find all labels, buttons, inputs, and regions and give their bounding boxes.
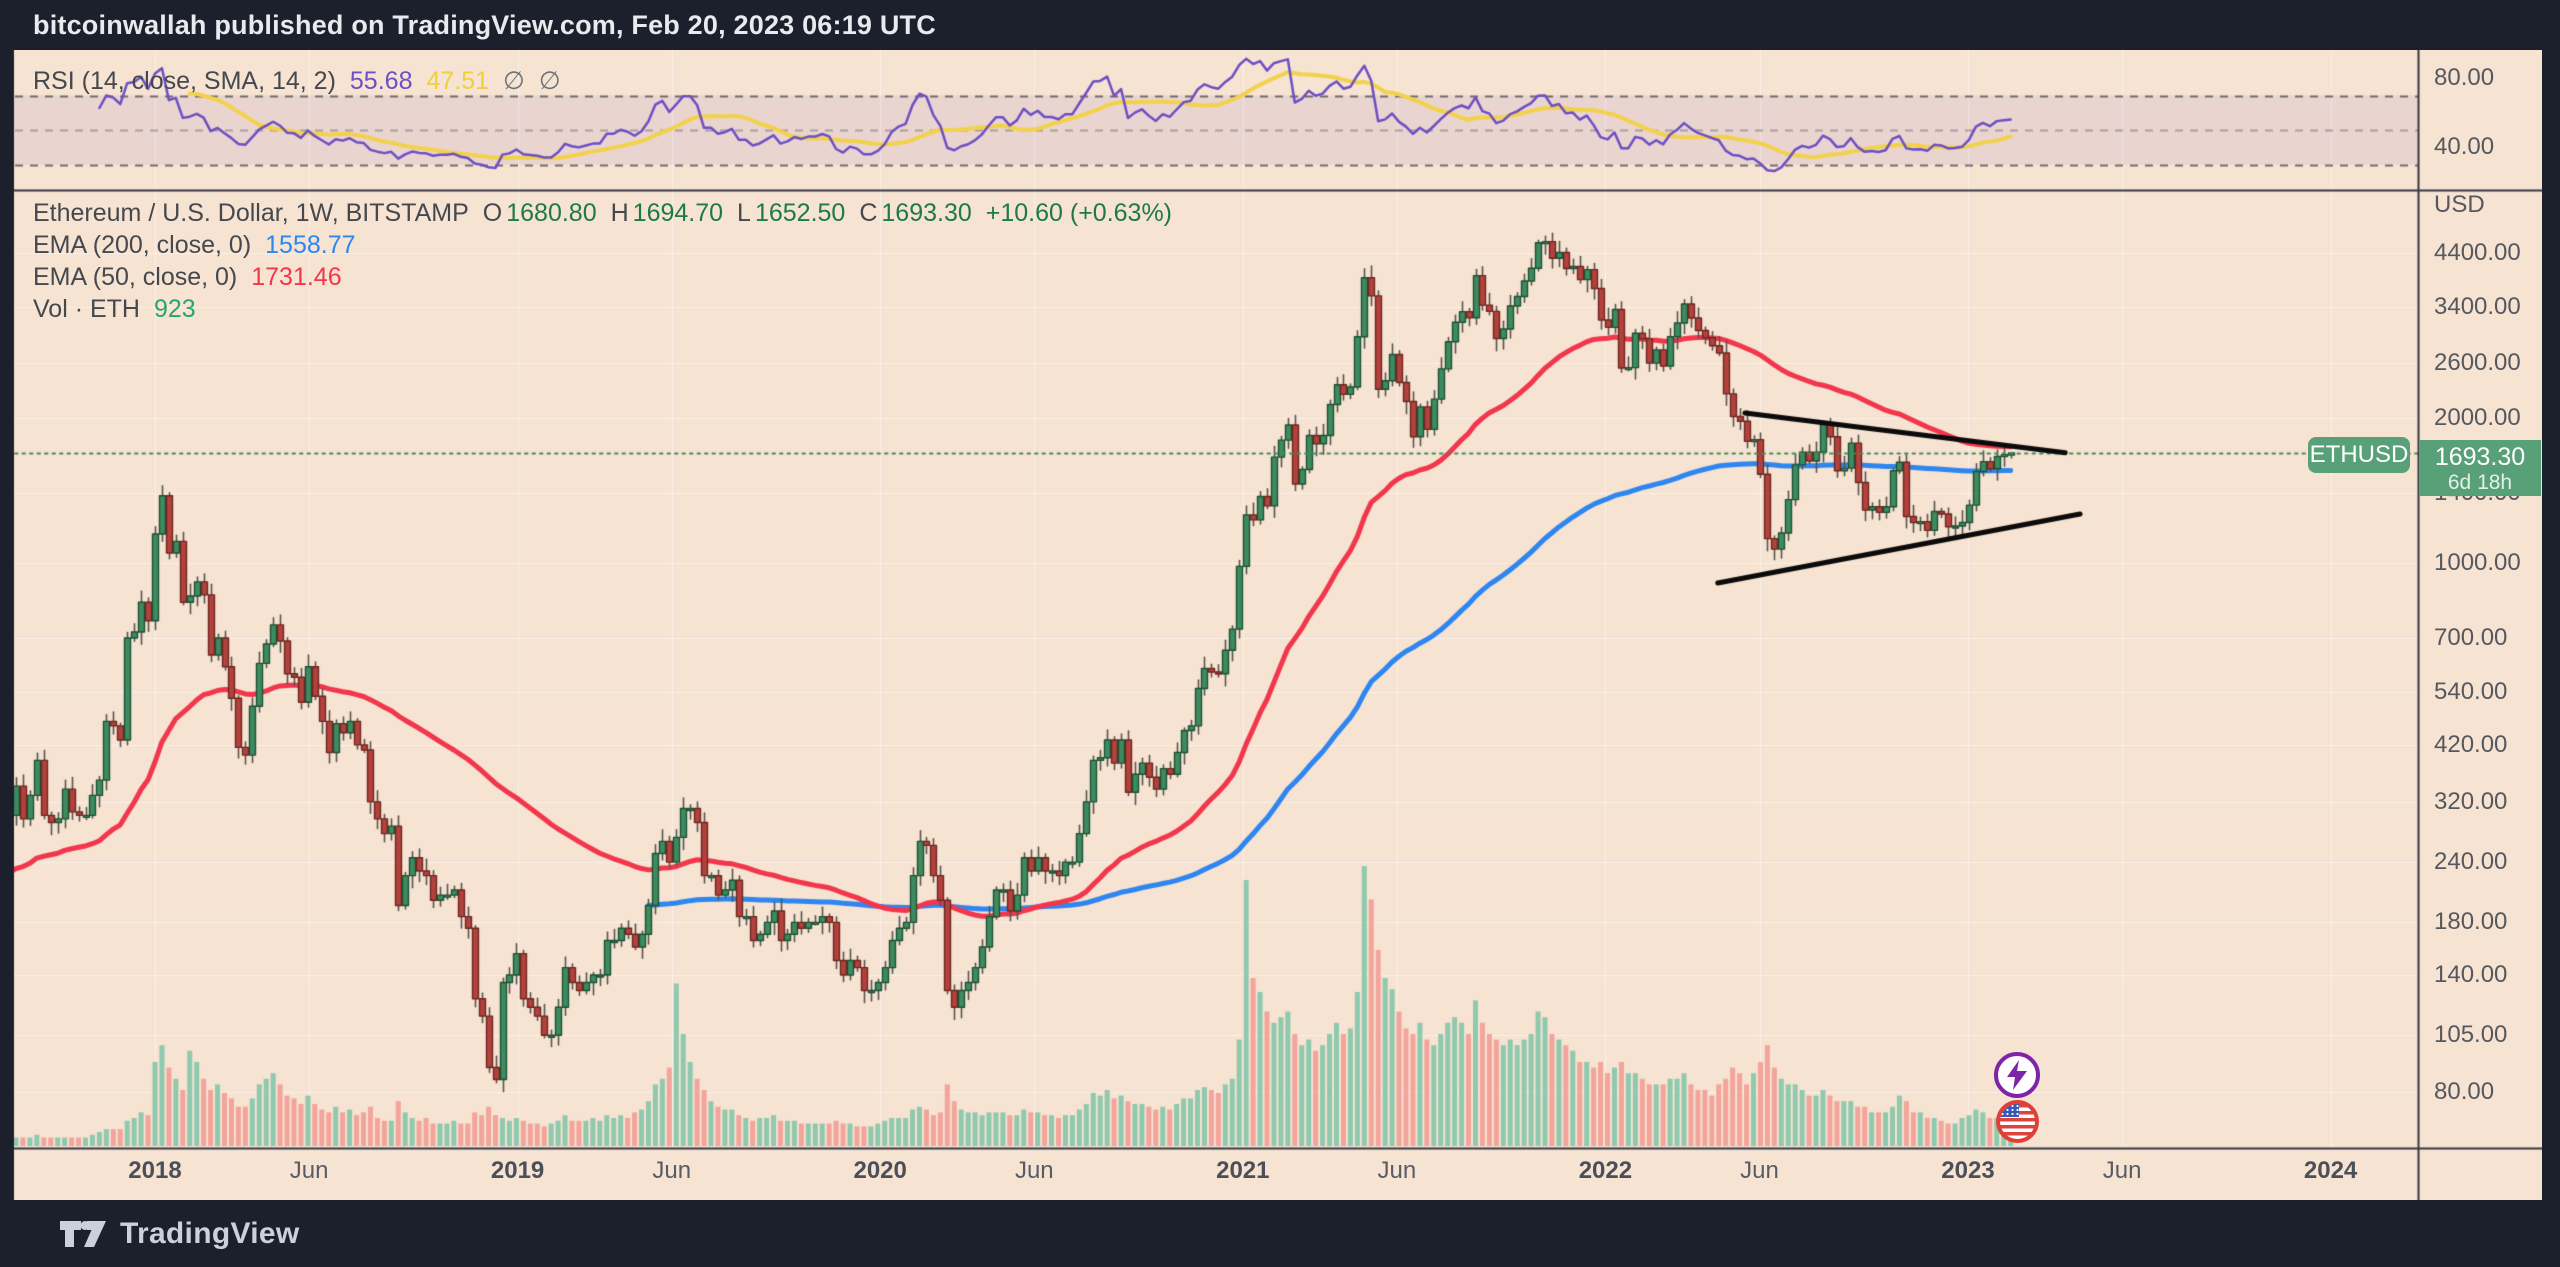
publish-title: bitcoinwallah published on TradingView.c…	[33, 10, 936, 40]
us-flag-icon	[2000, 1104, 2019, 1117]
rsi-hidden-icon: ∅	[503, 67, 525, 95]
time-axis-month-label: Jun	[2102, 1157, 2142, 1184]
price-axis-label: 80.00	[2434, 1078, 2495, 1106]
price-axis-label: 540.00	[2434, 678, 2508, 706]
currency-label: USD	[2434, 191, 2485, 218]
tradingview-brand-text: TradingView	[120, 1216, 300, 1250]
time-axis-year-label: 2018	[128, 1157, 182, 1184]
symbol-title: Ethereum / U.S. Dollar, 1W, BITSTAMP	[33, 199, 469, 227]
price-axis-label: 4400.00	[2434, 239, 2521, 266]
time-axis-year-label: 2020	[853, 1157, 907, 1184]
change-value: +10.60 (+0.63%)	[985, 199, 1173, 227]
price-chart-canvas[interactable]	[0, 50, 2542, 1200]
price-axis-label: 3400.00	[2434, 292, 2521, 320]
price-axis-label: 140.00	[2434, 960, 2508, 988]
rsi-legend-title: RSI (14, close, SMA, 14, 2)	[33, 66, 336, 95]
time-axis-month-label: Jun	[1377, 1157, 1417, 1184]
bar-countdown: 6d 18h	[2447, 470, 2513, 494]
time-axis-year-label: 2023	[1941, 1157, 1995, 1184]
price-axis-label: 2000.00	[2434, 404, 2521, 432]
volume-legend-row: Vol · ETH 923	[33, 295, 196, 324]
time-axis-month-label: Jun	[1014, 1157, 1054, 1184]
last-price-value: 1693.30	[2434, 442, 2526, 471]
volume-value: 923	[153, 295, 196, 323]
ema50-value: 1731.46	[251, 263, 342, 291]
ema50-legend-row: EMA (50, close, 0) 1731.46	[33, 263, 342, 292]
price-axis-label: 2600.00	[2434, 349, 2521, 377]
economic-event-marker[interactable]	[1996, 1100, 2039, 1143]
ohlc-close: C 1693.30	[859, 199, 972, 227]
lightning-bolt-icon	[2007, 1060, 2027, 1090]
time-axis-month-label: Jun	[289, 1157, 329, 1184]
time-axis-year-label: 2022	[1578, 1157, 1633, 1184]
price-axis-label: 180.00	[2434, 908, 2508, 936]
time-axis-year-label: 2019	[490, 1157, 545, 1184]
price-axis-label: 240.00	[2434, 848, 2508, 876]
price-axis-label: 700.00	[2434, 623, 2508, 651]
price-axis-label: 420.00	[2434, 730, 2508, 758]
time-axis-year-label: 2024	[2303, 1157, 2358, 1184]
footer-bar: TradingView	[0, 1200, 2560, 1267]
rsi-value: 55.68	[349, 66, 413, 95]
symbol-price-label: ETHUSD	[2308, 437, 2410, 473]
ohlc-open: O 1680.80	[482, 199, 597, 227]
ema200-label: EMA (200, close, 0)	[33, 231, 252, 259]
ohlc-high: H 1694.70	[610, 199, 724, 227]
rsi-legend: RSI (14, close, SMA, 14, 2) 55.68 47.51 …	[33, 66, 561, 96]
time-axis-month-label: Jun	[1740, 1157, 1779, 1184]
rsi-axis-label: 40.00	[2434, 133, 2495, 161]
publish-header: bitcoinwallah published on TradingView.c…	[0, 0, 2560, 50]
rsi-ma-value: 47.51	[426, 66, 490, 95]
crypto-event-marker[interactable]	[1994, 1052, 2040, 1098]
ema50-label: EMA (50, close, 0)	[33, 263, 238, 291]
price-axis-label: 320.00	[2434, 787, 2508, 815]
ohlc-low: L 1652.50	[737, 199, 846, 227]
time-axis-month-label: Jun	[652, 1157, 692, 1184]
price-axis-label: 105.00	[2434, 1021, 2508, 1049]
ema200-legend-row: EMA (200, close, 0) 1558.77	[33, 231, 356, 260]
ema200-value: 1558.77	[265, 231, 356, 259]
last-price-tag: 1693.30 6d 18h	[2419, 440, 2541, 496]
volume-label: Vol · ETH	[33, 295, 140, 323]
price-axis-label: 1000.00	[2434, 549, 2521, 577]
symbol-legend-row: Ethereum / U.S. Dollar, 1W, BITSTAMP O 1…	[33, 199, 1172, 228]
time-axis-year-label: 2021	[1216, 1157, 1270, 1184]
tradingview-logo-icon[interactable]	[60, 1218, 106, 1250]
rsi-axis-label: 80.00	[2434, 64, 2495, 92]
rsi-hidden-icon: ∅	[538, 67, 561, 95]
